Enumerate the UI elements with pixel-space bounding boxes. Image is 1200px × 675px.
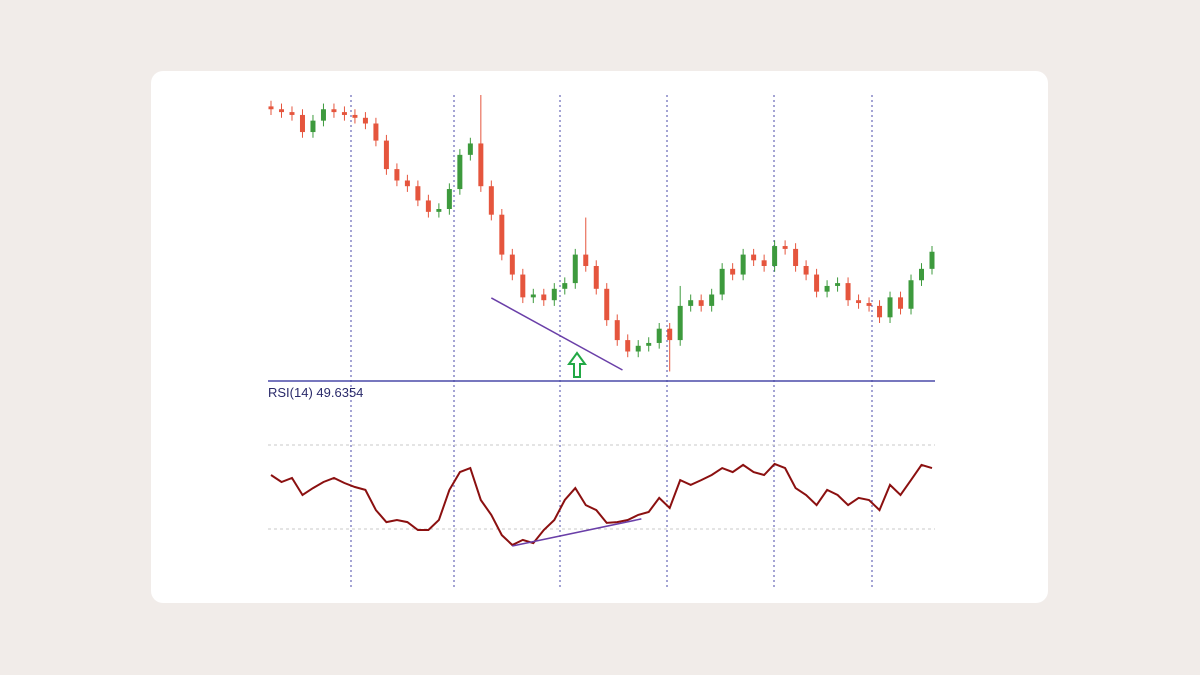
candle-body xyxy=(320,109,326,121)
candle-body xyxy=(625,340,631,352)
candle-body xyxy=(698,300,704,306)
candle-body xyxy=(499,214,505,255)
candle-body xyxy=(919,268,925,281)
candle-body xyxy=(520,274,526,298)
candle-body xyxy=(793,248,799,266)
candle-body xyxy=(740,254,746,275)
rsi-line xyxy=(270,462,933,547)
candle-body xyxy=(887,297,893,318)
candle-body xyxy=(467,143,473,155)
candle-body xyxy=(562,283,568,289)
candle-body xyxy=(856,300,862,304)
candle-body xyxy=(604,288,610,321)
indicator-name: RSI(14) xyxy=(268,385,313,400)
trendline xyxy=(512,518,642,547)
candle-body xyxy=(478,143,484,187)
candle-body xyxy=(730,268,736,275)
candle-body xyxy=(278,109,284,113)
candle-body xyxy=(551,288,557,301)
candle-body xyxy=(352,114,358,118)
candle-body xyxy=(646,342,652,346)
candle-body xyxy=(656,328,662,343)
candle-body xyxy=(415,186,421,201)
candle-body xyxy=(509,254,515,275)
indicator-label: RSI(14) 49.6354 xyxy=(268,385,363,400)
candle-body xyxy=(530,294,536,298)
candle-body xyxy=(341,112,347,115)
candle-body xyxy=(289,112,295,115)
candle-body xyxy=(331,109,337,113)
candle-body xyxy=(929,251,935,269)
candle-body xyxy=(866,303,872,306)
candle-body xyxy=(814,274,820,292)
candle-body xyxy=(572,254,578,284)
candle-body xyxy=(845,283,851,301)
candle-body xyxy=(268,106,274,110)
candle-body xyxy=(310,120,316,133)
candle-body xyxy=(593,266,599,289)
candle-body xyxy=(394,169,400,181)
candle-body xyxy=(404,180,410,187)
candle-body xyxy=(373,123,379,141)
candle-body xyxy=(803,266,809,275)
time-separators xyxy=(350,95,873,588)
candle-body xyxy=(898,297,904,309)
candle-body xyxy=(614,320,620,341)
candle-body xyxy=(541,294,547,301)
candle-body xyxy=(688,300,694,306)
indicator-value: 49.6354 xyxy=(316,385,363,400)
trendline xyxy=(490,297,623,371)
candle-body xyxy=(835,283,841,286)
candle-body xyxy=(877,305,883,318)
candle-body xyxy=(782,246,788,249)
candle-body xyxy=(446,189,452,209)
candle-body xyxy=(824,285,830,292)
candle-body xyxy=(436,209,442,212)
candle-body xyxy=(457,154,463,190)
candle-body xyxy=(383,140,389,170)
candle-body xyxy=(677,305,683,341)
candle-body xyxy=(362,117,368,124)
candle-body xyxy=(772,246,778,266)
candle-body xyxy=(709,294,715,306)
candle-body xyxy=(719,268,725,295)
candle-body xyxy=(667,328,673,341)
candle-body xyxy=(908,280,914,309)
candle-body xyxy=(761,260,767,266)
candle-body xyxy=(635,345,641,352)
candle-body xyxy=(583,254,589,266)
candle-body xyxy=(488,186,494,215)
candle-body xyxy=(299,114,305,133)
candle-body xyxy=(425,200,431,212)
candle-body xyxy=(751,254,757,261)
buy-arrow xyxy=(567,351,587,378)
